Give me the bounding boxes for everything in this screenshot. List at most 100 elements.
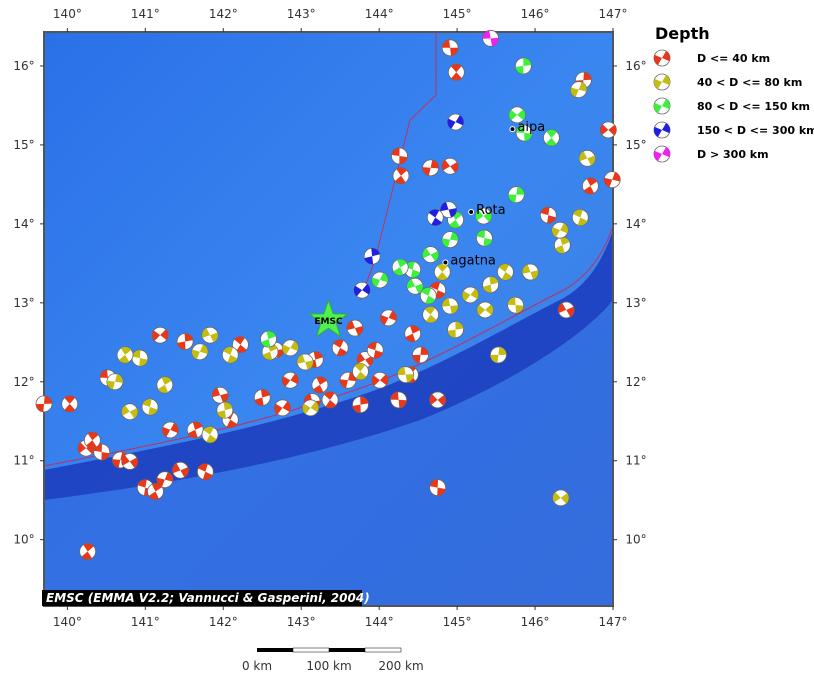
earthquake (391, 147, 408, 165)
lat-tick-label: 14° (13, 217, 34, 231)
earthquake (390, 391, 408, 409)
scale-label: 0 km (242, 659, 272, 673)
earthquake (429, 391, 447, 409)
lon-tick-label: 147° (599, 615, 628, 629)
earthquake (339, 371, 357, 389)
beachball-wedge (579, 151, 596, 166)
earthquake (570, 81, 588, 99)
beachball-wedge (442, 159, 459, 173)
lon-tick-label: 146° (521, 7, 550, 21)
earthquake (571, 209, 589, 226)
place-dot (442, 259, 449, 266)
earthquake (61, 395, 79, 413)
credit-box (42, 590, 362, 606)
earthquake (371, 271, 389, 289)
lon-tick-label: 145° (443, 615, 472, 629)
beachball-wedge (156, 472, 173, 488)
legend-symbol (653, 97, 671, 115)
beachball-wedge (302, 401, 319, 415)
earthquake (371, 371, 389, 389)
beachball-wedge (508, 186, 525, 203)
beachball-wedge (148, 483, 163, 500)
beachball-wedge (254, 389, 270, 406)
lon-tick-label: 142° (209, 7, 238, 21)
earthquake (507, 186, 525, 204)
beachball-wedge (498, 264, 513, 281)
beachball-wedge (261, 331, 276, 348)
beachball-wedge (412, 346, 429, 363)
lon-tick-label: 142° (209, 615, 238, 629)
beachball-wedge (187, 421, 203, 438)
earthquake (441, 157, 459, 175)
beachball-wedge (447, 115, 464, 129)
earthquake (79, 543, 97, 560)
beachball-wedge (422, 159, 439, 176)
beachball-wedge (552, 491, 569, 504)
earthquake (353, 281, 371, 299)
scale-label: 100 km (306, 659, 351, 673)
place-name: Rota (476, 203, 505, 218)
beachball-wedge (462, 288, 479, 302)
earthquake (147, 483, 164, 500)
beachball-wedge (440, 202, 457, 218)
beachball-wedge (450, 64, 462, 81)
beachball-wedge (395, 167, 407, 184)
beachball-wedge (333, 339, 347, 356)
beachball-wedge (313, 376, 327, 393)
beachball-wedge (422, 248, 439, 262)
beachball-wedge (540, 207, 556, 224)
earthquake (441, 39, 459, 57)
beachball-wedge (391, 147, 408, 164)
earthquake (253, 389, 271, 406)
station-label: EMSC (314, 317, 343, 327)
earthquake (346, 319, 364, 337)
beachball-wedge (118, 346, 132, 363)
legend-label: 40 < D <= 80 km (697, 76, 802, 89)
lat-tick-label: 15° (13, 138, 34, 152)
beachball-wedge (367, 342, 383, 359)
lon-tick-label: 144° (365, 615, 394, 629)
beachball-wedge (121, 405, 138, 419)
lon-tick-label: 143° (287, 7, 316, 21)
credit: EMSC (EMMA V2.2; Vannucci & Gasperini, 2… (46, 591, 370, 605)
beachball-wedge (442, 298, 459, 314)
beachball-wedge (132, 350, 148, 367)
earthquake (211, 386, 229, 404)
earthquake (581, 177, 599, 195)
place-dot (509, 126, 516, 133)
beachball-wedge (516, 125, 533, 142)
earthquake (507, 296, 524, 314)
beachball-wedge (162, 422, 179, 437)
earthquake (274, 399, 291, 417)
beachball-wedge (380, 310, 397, 325)
earthquake (552, 489, 570, 507)
beachball-wedge (106, 374, 123, 390)
beachball-wedge (551, 223, 568, 238)
beachball-wedge (352, 396, 369, 413)
earthquake (441, 297, 459, 315)
earthquake (176, 333, 194, 350)
earthquake (433, 263, 451, 281)
beachball-wedge (152, 329, 169, 341)
earthquake (426, 209, 444, 226)
beachball-wedge (371, 374, 388, 386)
beachball-wedge (157, 376, 172, 393)
earthquake (366, 341, 384, 359)
earthquake (441, 231, 459, 249)
earthquake (331, 339, 349, 357)
beachball-wedge (64, 395, 76, 412)
earthquake (201, 426, 219, 444)
earthquake (447, 321, 464, 339)
beachball-wedge (405, 261, 421, 278)
earthquake (260, 330, 277, 348)
earthquake (482, 276, 500, 294)
earthquake (141, 398, 159, 416)
beachball-wedge (364, 248, 380, 265)
beachball-wedge (429, 479, 446, 496)
earthquake (121, 453, 139, 470)
beachball-wedge (121, 455, 138, 468)
lat-tick-label: 15° (625, 138, 646, 152)
earthquake (482, 29, 500, 47)
beachball-wedge (262, 343, 278, 360)
